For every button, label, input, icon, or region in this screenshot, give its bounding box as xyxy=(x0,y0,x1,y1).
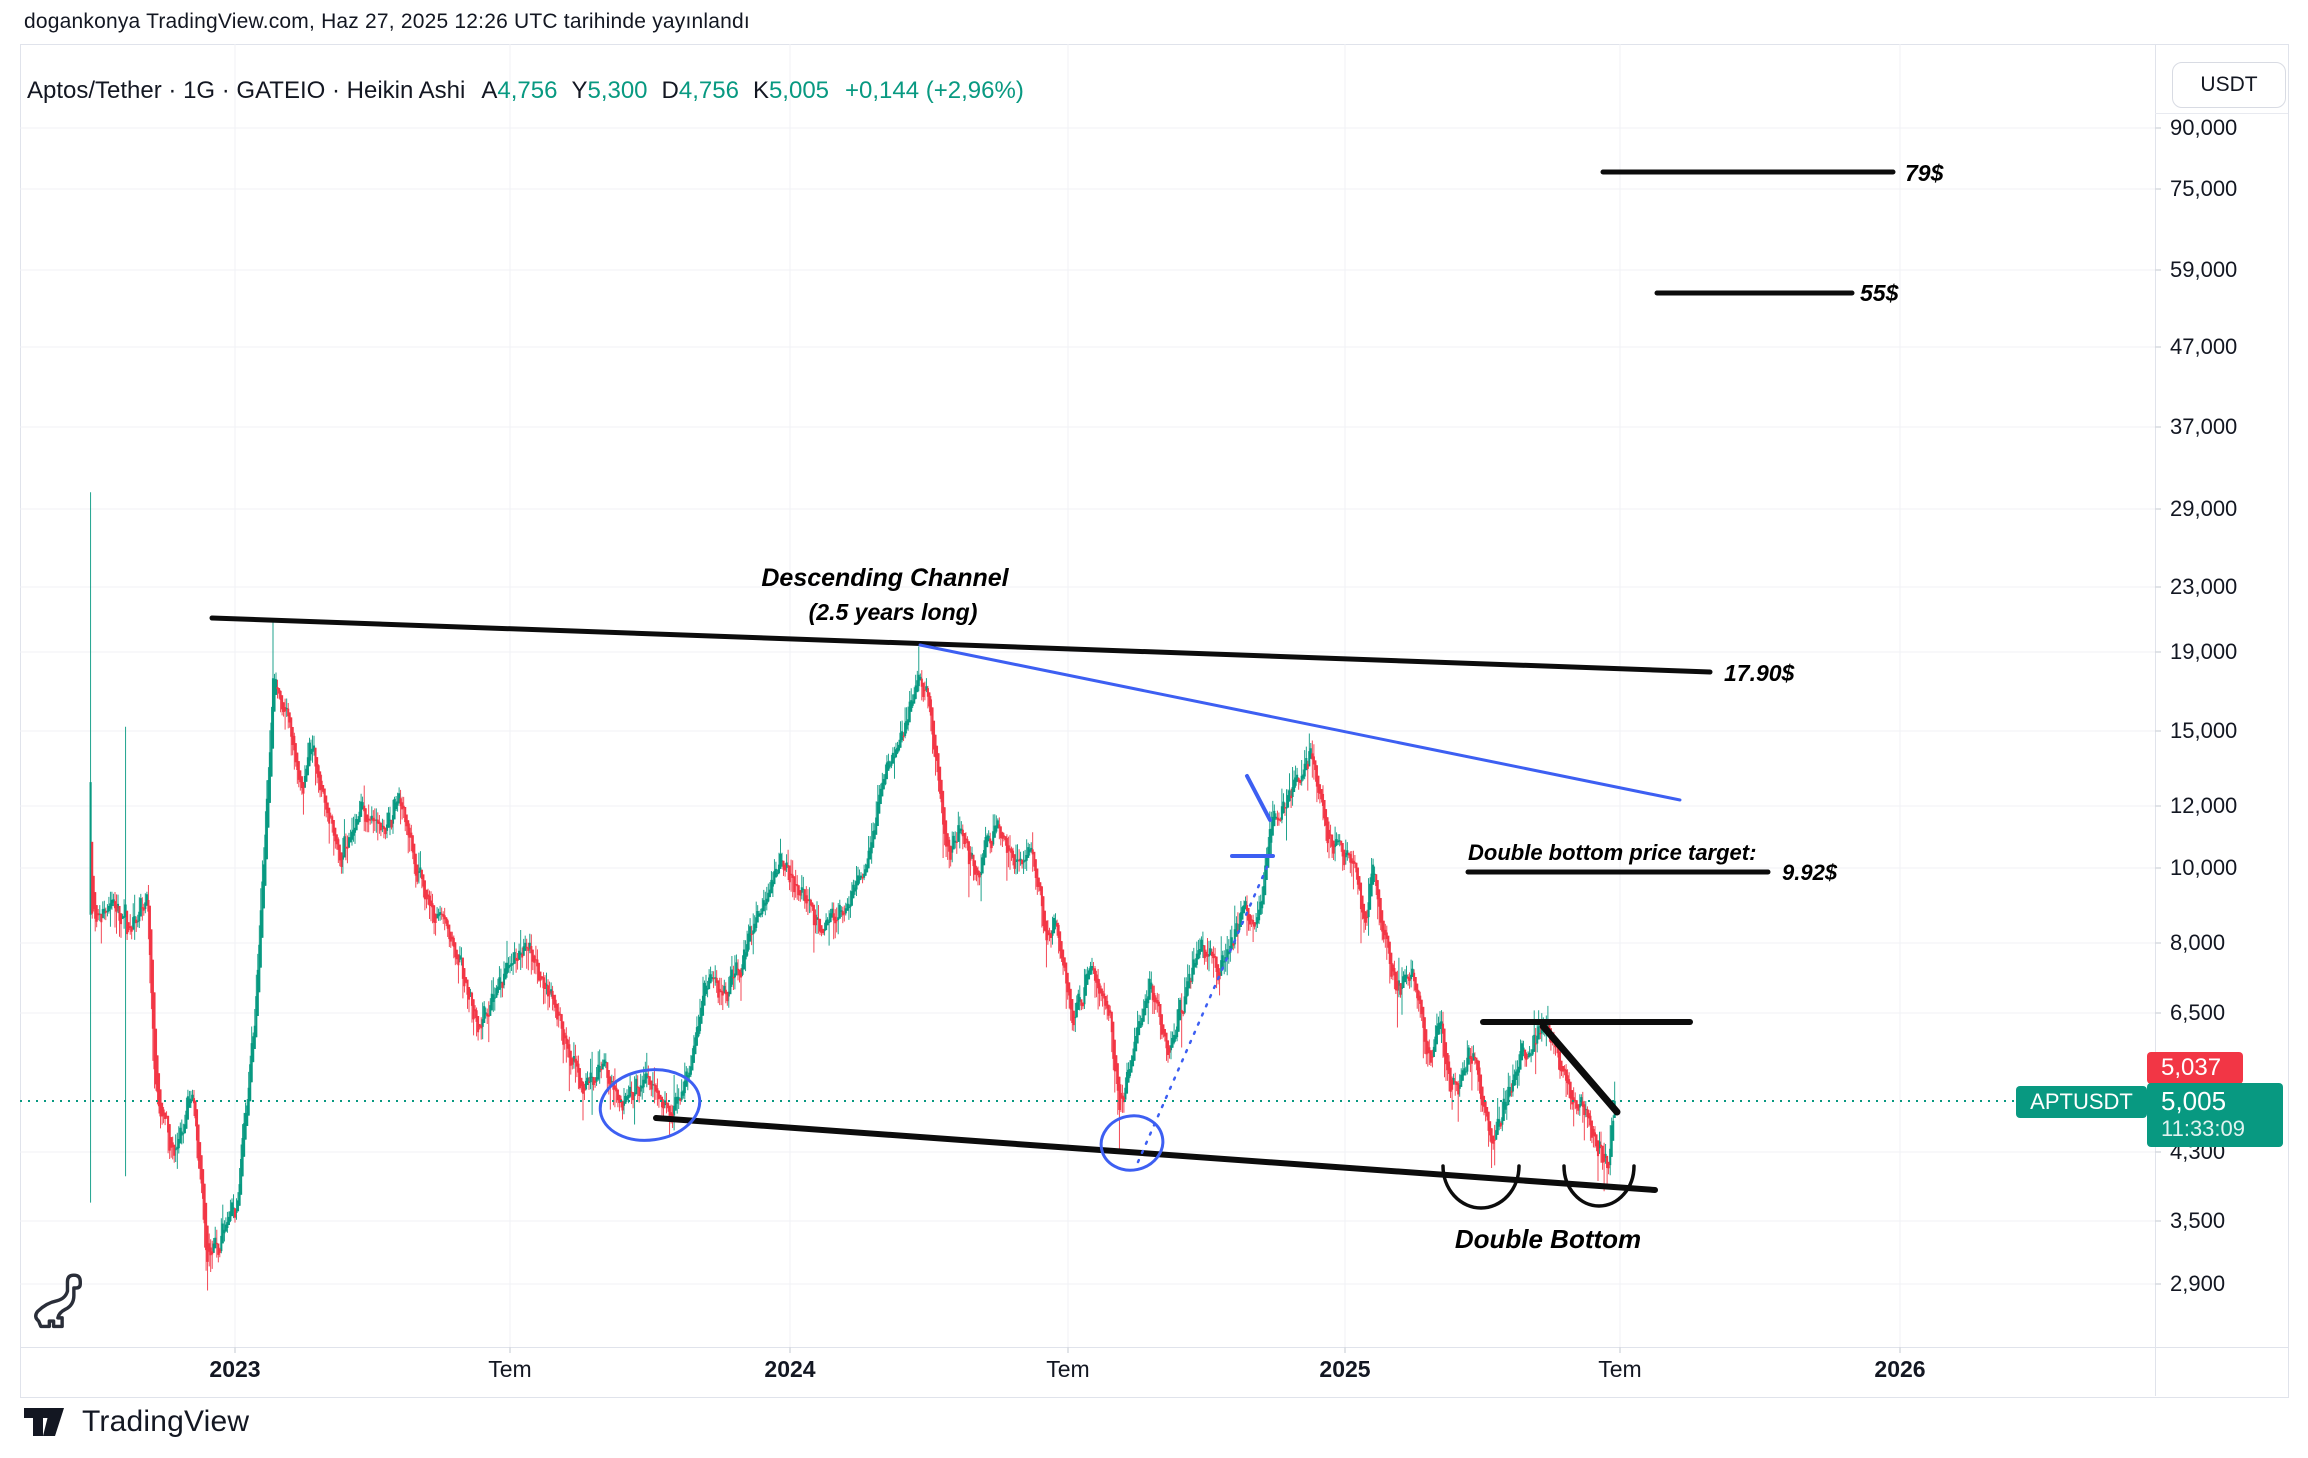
bar-countdown: 11:33:09 xyxy=(2161,1116,2246,1141)
ohlc-high: Y5,300 xyxy=(571,77,648,104)
attribution-text: dogankonya TradingView.com, Haz 27, 2025… xyxy=(24,10,750,33)
candle-wicks-down xyxy=(91,670,1610,1291)
symbol-legend: Aptos/Tether · 1G · GATEIO · Heikin Ashi… xyxy=(27,76,1024,106)
price-tick-label: 19,000 xyxy=(2170,639,2238,664)
chart-card xyxy=(20,44,2289,1398)
symbol-title: Aptos/Tether · 1G · GATEIO · Heikin Ashi xyxy=(27,77,466,104)
tradingview-logo[interactable]: TradingView xyxy=(24,1400,249,1444)
circled-low-ellipse xyxy=(1099,1114,1165,1172)
price-tick-label: 12,000 xyxy=(2170,793,2238,818)
price-tick-label: 10,000 xyxy=(2170,855,2238,880)
last-price-label: 5,005 11:33:09 xyxy=(2147,1083,2283,1147)
candle-bodies-down xyxy=(91,678,1610,1262)
currency-box-separator xyxy=(2155,113,2288,114)
time-tick-label: Tem xyxy=(1598,1356,1642,1382)
symbol-price-flag: APTUSDT xyxy=(2016,1086,2147,1118)
price-tick-label: 59,000 xyxy=(2170,257,2238,282)
candle-bodies-up xyxy=(89,674,1616,1253)
trendline-blue-trendline xyxy=(918,643,1682,802)
time-tick-label: 2025 xyxy=(1319,1356,1371,1382)
price-tick-label: 8,000 xyxy=(2170,930,2226,955)
price-tick-label: 23,000 xyxy=(2170,574,2238,599)
price-tick-label: 2,900 xyxy=(2170,1271,2226,1296)
price-axis-separator xyxy=(2155,44,2156,1396)
annotation-text: (2.5 years long) xyxy=(809,599,978,625)
time-tick-label: 2024 xyxy=(764,1356,816,1382)
secondary-price-label: 5,037 xyxy=(2147,1052,2243,1084)
price-tick-label: 37,000 xyxy=(2170,414,2238,439)
price-tick-label: 75,000 xyxy=(2170,176,2238,201)
trendline-channel-top xyxy=(209,615,1713,675)
circled-low-ellipse xyxy=(598,1068,702,1142)
price-tick-label: 29,000 xyxy=(2170,496,2238,521)
annotation-text: Descending Channel xyxy=(761,564,1009,592)
currency-toggle-button[interactable]: USDT xyxy=(2172,62,2286,108)
price-change: +0,144 (+2,96%) xyxy=(845,77,1024,104)
ohlc-low: D4,756 xyxy=(661,77,739,104)
time-tick-label: 2023 xyxy=(209,1356,261,1382)
price-tick-label: 15,000 xyxy=(2170,718,2238,743)
time-tick-label: 2026 xyxy=(1874,1356,1926,1382)
tradingview-brand-text: TradingView xyxy=(82,1405,250,1438)
time-axis[interactable]: 2023 Tem 2024 Tem 2025 Tem 2026 xyxy=(20,1347,2288,1396)
attribution-bar: dogankonya TradingView.com, Haz 27, 2025… xyxy=(24,10,750,34)
ohlc-open: A4,756 xyxy=(481,77,558,104)
last-price-value: 5,005 xyxy=(2161,1086,2227,1116)
tradingview-mark-icon xyxy=(24,1408,64,1436)
annotation-text: Double Bottom xyxy=(1455,1224,1641,1254)
price-tick-label: 3,500 xyxy=(2170,1208,2226,1233)
double-bottom-arc xyxy=(1441,1164,1521,1210)
annotation-text: 17.90$ xyxy=(1724,660,1795,686)
trendline-breakout-pointer xyxy=(1539,1022,1621,1116)
ohlc-close: K5,005 xyxy=(752,77,830,104)
time-tick-label: Tem xyxy=(1046,1356,1090,1382)
price-tick-label: 90,000 xyxy=(2170,115,2238,140)
trendline-channel-bottom xyxy=(653,1115,1658,1193)
trendline-blue-mark-diagonal xyxy=(1245,774,1272,822)
trendline-blue-dotted-projection xyxy=(1136,858,1272,1164)
price-tick-label: 47,000 xyxy=(2170,334,2238,359)
dino-watermark-icon xyxy=(34,1273,82,1329)
annotation-text: 9.92$ xyxy=(1782,860,1838,885)
annotation-text: 79$ xyxy=(1905,160,1944,186)
price-tick-label: 6,500 xyxy=(2170,1000,2226,1025)
price-axis[interactable]: 90,000 75,000 59,000 47,000 37,000 29,000 23,0… xyxy=(2155,44,2288,1347)
time-axis-separator xyxy=(20,1347,2288,1348)
double-bottom-arc xyxy=(1562,1164,1636,1208)
time-tick-label: Tem xyxy=(488,1356,532,1382)
annotation-text: Double bottom price target: xyxy=(1468,840,1756,865)
annotation-text: 55$ xyxy=(1860,280,1899,306)
